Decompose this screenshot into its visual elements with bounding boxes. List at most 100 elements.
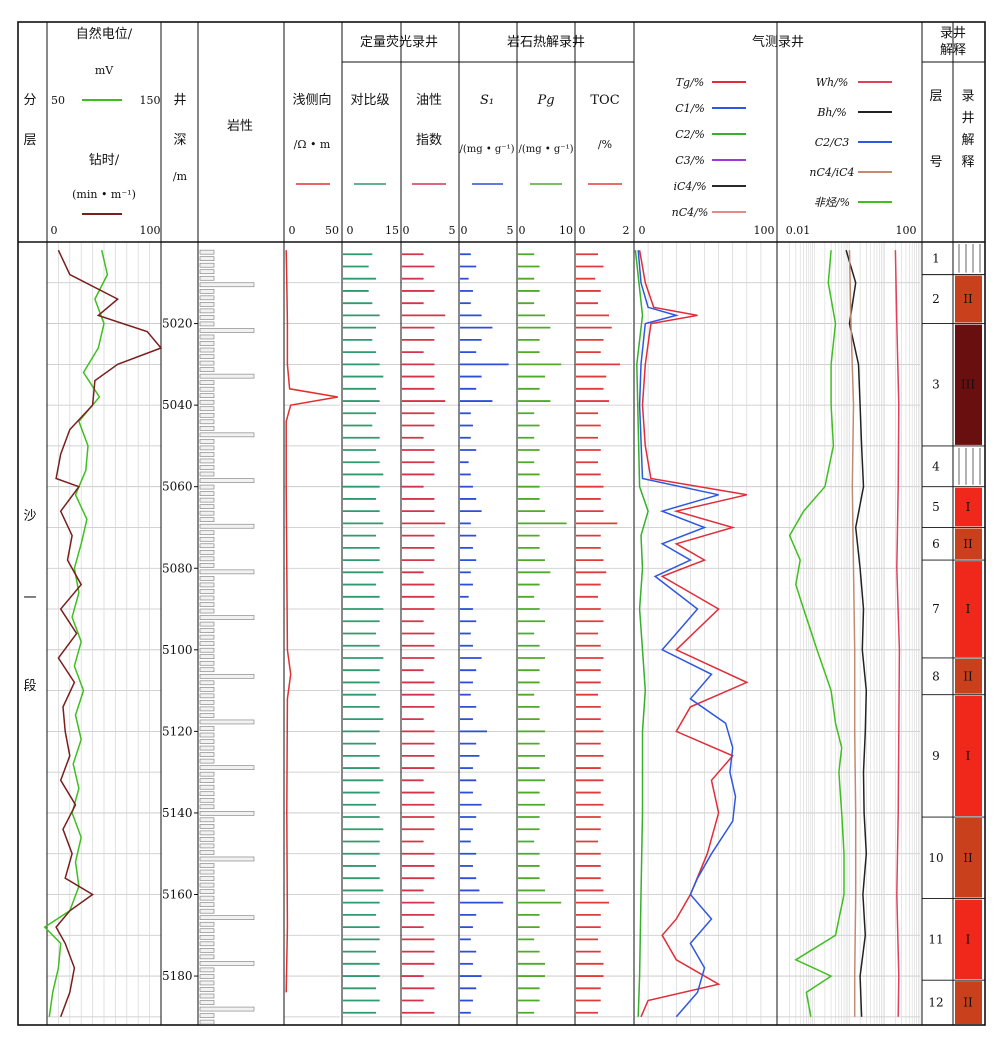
curve-7: [845, 249, 868, 1017]
layer-number-6: 6: [932, 537, 940, 551]
resistivity-title: 浅侧向: [292, 92, 331, 108]
lithology-layer: [199, 504, 215, 509]
interp-cell-2: [955, 275, 982, 323]
lithology-layer: [199, 491, 215, 496]
gas-legend-left-label: nC4/%: [672, 206, 709, 219]
s1-unit: /(mg • g⁻¹): [460, 144, 515, 155]
bar-tracks: [343, 253, 620, 1014]
depth-tick-5160: 5160: [162, 888, 193, 902]
lithology-layer: [199, 523, 255, 529]
layer-number-7: 7: [932, 602, 940, 616]
pg-max: 10: [559, 224, 573, 237]
lithology-layer: [199, 882, 215, 888]
lithology-layer: [199, 341, 215, 346]
lithology-layer: [199, 895, 215, 901]
gas-legend-left-label: C1/%: [675, 102, 705, 115]
curve-0: [43, 250, 109, 1017]
lithology-layer: [199, 282, 255, 288]
lithology-layer: [199, 582, 215, 588]
lithology-layer: [199, 687, 215, 692]
lithology-layer: [199, 334, 215, 340]
lithology-layer: [199, 954, 215, 960]
interp-cell-12: [955, 981, 982, 1024]
interp-class-9: I: [966, 749, 971, 763]
lithology-layer: [199, 275, 215, 281]
sp-title: 自然电位/: [76, 26, 133, 42]
lithology-layer: [199, 262, 215, 268]
lithology-layer: [199, 289, 215, 294]
gas-legend-left-label: C3/%: [675, 154, 705, 167]
lithology-layer: [199, 856, 255, 862]
lithology-layer: [199, 647, 215, 653]
lithology-layer: [199, 628, 215, 633]
lithology-layer: [199, 445, 215, 451]
fluor-col2-max: 5: [449, 224, 456, 237]
lithology-layer: [199, 993, 215, 999]
lithology-layer: [199, 589, 215, 594]
lithology-layer: [199, 386, 215, 392]
interp-cell-8: [955, 658, 982, 694]
toc-unit: /%: [598, 138, 612, 151]
lithology-layer: [199, 328, 255, 333]
lithology-layer: [199, 295, 215, 301]
lithology-layer: [199, 530, 215, 536]
formation-2: 一: [23, 591, 36, 606]
fluor-col2-l1: 油性: [416, 93, 442, 108]
interp-cell-6: [955, 528, 982, 560]
pg-unit: /(mg • g⁻¹): [519, 144, 574, 155]
interp-cell-5: [955, 487, 982, 527]
lithology-layer: [199, 791, 215, 797]
depth-tick-5140: 5140: [162, 806, 193, 820]
fluor-col1-max: 15: [385, 224, 399, 237]
toc-min: 0: [579, 224, 586, 237]
curve-tracks: [43, 249, 901, 1018]
lithology-layer: [199, 615, 255, 620]
interp-class-5: I: [966, 500, 971, 514]
s1-min: 0: [461, 224, 468, 237]
lithology-layer: [199, 563, 215, 568]
interp-class-11: I: [966, 932, 971, 946]
curve-8: [848, 250, 857, 1017]
lithology-layer: [199, 869, 215, 875]
lithology-layer: [199, 1019, 215, 1025]
track-grid: [47, 241, 921, 1025]
lithology-layer: [199, 700, 215, 705]
drill-unit: (min • m⁻¹): [72, 188, 136, 201]
curve-4: [637, 250, 737, 1018]
lithology-layer: [199, 987, 215, 992]
lithology-layer: [199, 739, 215, 744]
lithology-layer: [199, 426, 215, 431]
lithology-layer: [199, 771, 215, 777]
gas-right-max: 100: [896, 224, 917, 237]
pg-min: 0: [519, 224, 526, 237]
lithology-layer: [199, 380, 215, 385]
fluor-col1-min: 0: [347, 224, 354, 237]
fluor-col1: 对比级: [350, 93, 389, 108]
curve-1: [55, 249, 163, 1018]
lithology-layer: [199, 817, 215, 823]
interp-group-l2: 解释: [940, 43, 966, 58]
fluor-col2-l2: 指数: [416, 133, 442, 148]
layer-no-1: 层: [929, 89, 942, 104]
lithology-layer: [199, 713, 215, 718]
lithology-layer: [199, 347, 215, 353]
interp-class-10: II: [963, 851, 973, 865]
lithology-column: [199, 249, 255, 1025]
interp-class-7: I: [966, 602, 971, 616]
s1-max: 5: [507, 224, 514, 237]
lithology-layer: [199, 608, 215, 614]
interp-cell-9: [955, 695, 982, 817]
interp-cell-10: [955, 818, 982, 898]
layer-number-12: 12: [928, 996, 943, 1010]
lithology-layer: [199, 360, 215, 366]
header-frame: [17, 21, 986, 1026]
lithology-layer: [199, 830, 215, 836]
interp-class-12: II: [963, 996, 973, 1010]
fluor-col2-min: 0: [403, 224, 410, 237]
lithology-layer: [199, 837, 215, 842]
lithology-layer: [199, 419, 215, 425]
lithology-layer: [199, 758, 215, 764]
header-labels: 分 层 自然电位/ mV 50 150 钻时/ (min • m⁻¹) 0 10…: [23, 26, 974, 694]
lithology-layer: [199, 412, 215, 418]
